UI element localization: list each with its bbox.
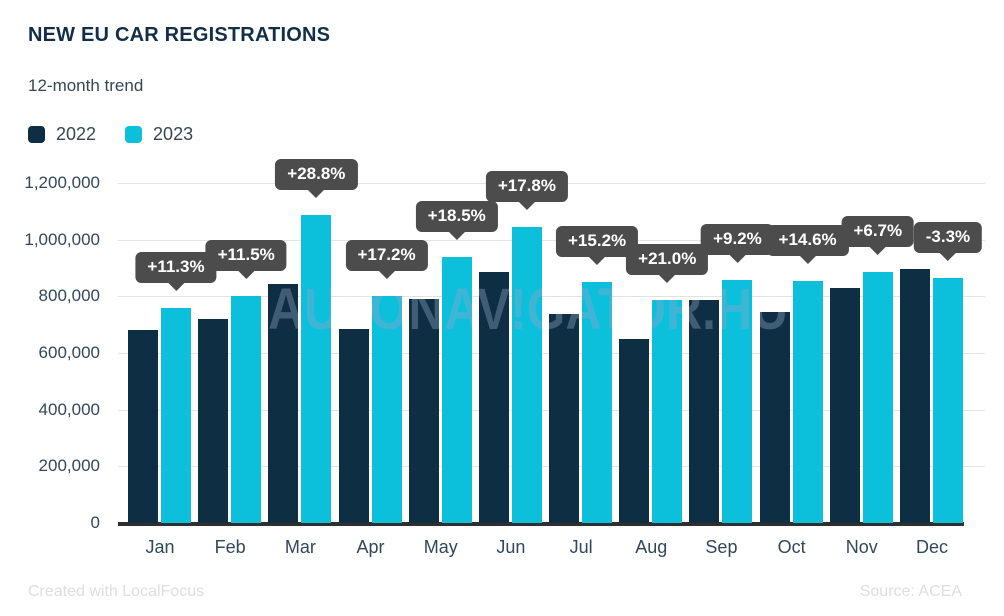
legend-swatch-2022-icon (28, 126, 45, 143)
x-tick-jun: Jun (496, 537, 526, 557)
y-tick-label: 0 (90, 513, 100, 532)
bar-2023-mar[interactable] (301, 215, 332, 523)
x-tick-oct: Oct (777, 537, 806, 557)
change-tooltip-oct: +14.6% (766, 224, 849, 256)
change-tooltip-may: +18.5% (415, 200, 498, 232)
legend-label-2023: 2023 (153, 124, 194, 144)
bar-2023-aug[interactable] (652, 300, 683, 523)
change-tooltip-jul: +15.2% (556, 226, 639, 258)
chart-subtitle: 12-month trend (28, 76, 144, 95)
change-tooltip-feb: +11.5% (205, 239, 287, 271)
bar-2022-jan[interactable] (128, 329, 158, 523)
source-text: Source: ACEA (859, 583, 962, 600)
bar-2023-oct[interactable] (792, 280, 823, 523)
y-tick-label: 200,000 (38, 456, 100, 476)
y-tick-label: 1,200,000 (24, 173, 100, 192)
gridline-1000000 (118, 239, 985, 241)
bar-2022-apr[interactable] (338, 329, 369, 523)
change-tooltip-jun: +17.8% (485, 171, 568, 203)
bar-2023-jan[interactable] (161, 307, 191, 523)
y-tick-label: 1,000,000 (24, 229, 100, 249)
x-tick-feb: Feb (214, 537, 246, 557)
x-tick-jan: Jan (145, 537, 175, 557)
bar-2022-aug[interactable] (619, 338, 650, 523)
change-tooltip-apr: +17.2% (345, 240, 428, 272)
bar-2022-dec[interactable] (899, 269, 930, 523)
bar-2023-nov[interactable] (862, 271, 893, 523)
legend: 2022 2023 (28, 124, 193, 145)
y-tick-label: 600,000 (38, 343, 100, 362)
x-tick-apr: Apr (356, 537, 385, 557)
legend-swatch-2023-icon (125, 126, 143, 143)
y-tick-label: 800,000 (38, 286, 100, 306)
bar-2023-jun[interactable] (511, 227, 542, 523)
x-tick-nov: Nov (845, 537, 878, 557)
bar-2023-apr[interactable] (371, 296, 402, 523)
bar-2023-dec[interactable] (932, 277, 963, 523)
bar-2022-jun[interactable] (478, 271, 509, 523)
bar-2022-may[interactable] (408, 298, 439, 523)
x-tick-aug: Aug (635, 537, 668, 557)
change-tooltip-jan: +11.3% (135, 251, 217, 283)
legend-label-2022: 2022 (56, 124, 97, 144)
change-tooltip-aug: +21.0% (626, 244, 709, 276)
bar-2022-nov[interactable] (829, 287, 860, 523)
page-title: NEW EU CAR REGISTRATIONS (28, 24, 331, 46)
bar-2023-jul[interactable] (582, 282, 613, 523)
x-tick-jul: Jul (569, 537, 593, 557)
bar-2022-oct[interactable] (759, 311, 790, 523)
bar-2022-feb[interactable] (198, 319, 229, 523)
change-tooltip-sep: +9.2% (701, 223, 774, 255)
x-tick-may: May (423, 537, 458, 557)
gridline-800000 (118, 296, 985, 298)
change-tooltip-nov: +6.7% (841, 215, 915, 247)
x-tick-dec: Dec (915, 537, 948, 557)
x-axis-line (118, 522, 964, 526)
bar-2022-mar[interactable] (268, 284, 299, 523)
bar-2023-sep[interactable] (722, 279, 753, 523)
x-tick-sep: Sep (705, 537, 738, 557)
legend-item-2023[interactable]: 2023 (125, 124, 193, 145)
bar-2022-jul[interactable] (549, 313, 580, 523)
change-tooltip-mar: +28.8% (275, 159, 358, 191)
legend-item-2022[interactable]: 2022 (28, 124, 96, 145)
x-tick-mar: Mar (284, 537, 316, 557)
credit-text: Created with LocalFocus (28, 583, 205, 600)
bar-2022-sep[interactable] (689, 300, 720, 523)
y-tick-label: 400,000 (38, 399, 100, 419)
bar-2023-may[interactable] (441, 256, 472, 523)
change-tooltip-dec: -3.3% (913, 221, 983, 253)
bar-2023-feb[interactable] (231, 295, 262, 523)
